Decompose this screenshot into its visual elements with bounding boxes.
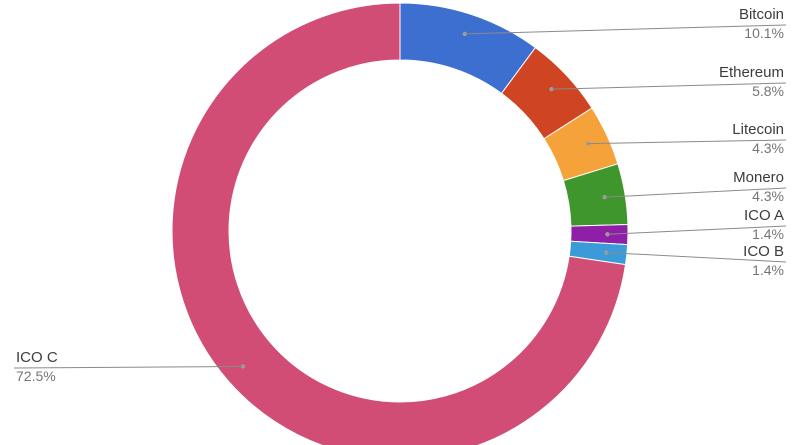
labels-group: Bitcoin 10.1% Ethereum 5.8% Litecoin 4.3% Mone… [13,6,787,384]
label-percent-bitcoin: 10.1% [744,25,784,41]
label-percent-ico-a: 1.4% [752,226,784,242]
leader-line-monero [604,187,787,198]
label-percent-ethereum: 5.8% [752,83,784,99]
label-percent-ico-b: 1.4% [752,262,784,278]
leader-line-litecoin [588,139,787,145]
label-name-litecoin: Litecoin [732,121,784,138]
leader-line-ico-c [13,365,243,369]
leader-line-ico-a [607,225,787,235]
leader-line-ico-b [606,252,787,263]
label-percent-monero: 4.3% [752,188,784,204]
label-name-ico-b: ICO B [743,243,784,260]
label-percent-ico-c: 72.5% [16,368,56,384]
label-name-ico-c: ICO C [16,349,58,366]
slice-ico-c[interactable] [171,2,627,445]
label-name-ico-a: ICO A [744,207,784,224]
leader-line-ethereum [551,82,787,90]
label-name-bitcoin: Bitcoin [739,6,784,23]
leader-dot-ethereum [549,87,554,92]
slices-group [171,2,629,445]
leader-line-bitcoin [464,24,787,35]
label-percent-litecoin: 4.3% [752,140,784,156]
label-name-ethereum: Ethereum [719,64,784,81]
label-name-monero: Monero [733,169,784,186]
